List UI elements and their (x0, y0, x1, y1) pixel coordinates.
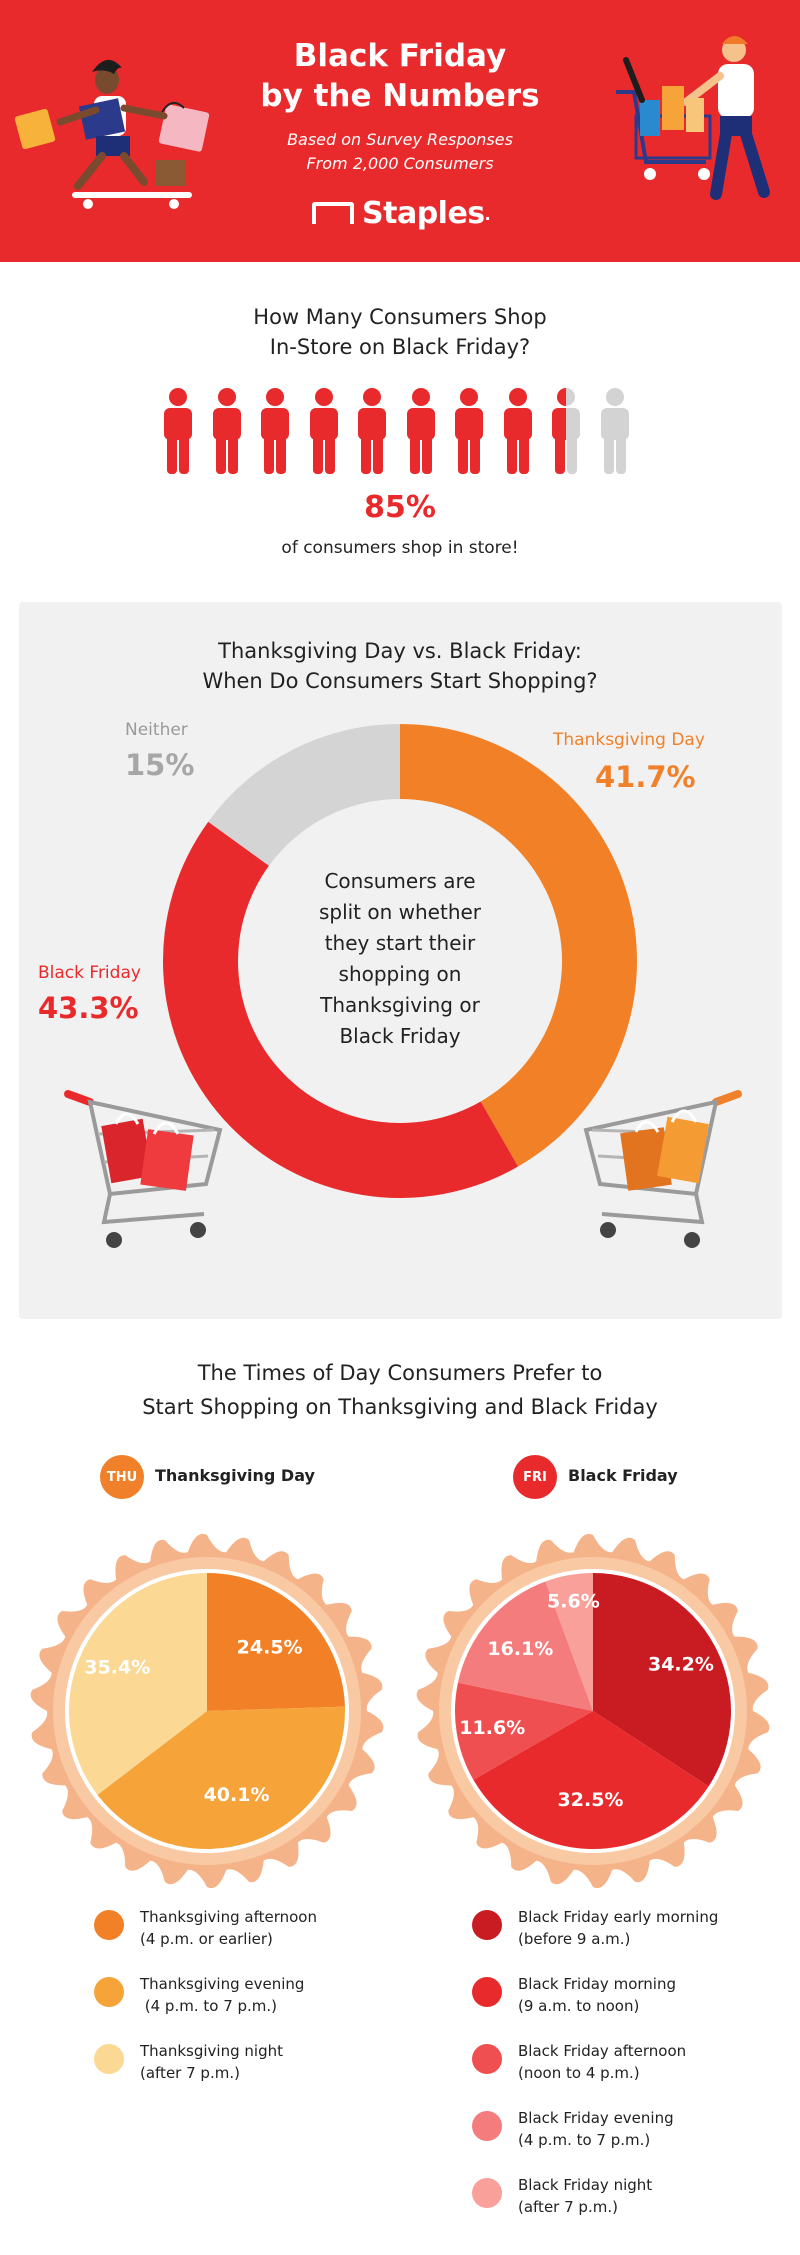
thu-slice-label: 40.1% (204, 1784, 270, 1806)
fri-slice (545, 1573, 593, 1711)
instore-percent: 85% (364, 490, 436, 525)
legend-swatch (472, 1977, 502, 2007)
instore-title-line2: In-Store on Black Friday? (269, 335, 531, 359)
fri-badge: FRI (513, 1455, 557, 1499)
label-thanksgiving-value: 41.7% (595, 760, 696, 794)
legend-label: Black Friday night (after 7 p.m.) (518, 2176, 653, 2216)
start-title-line2: When Do Consumers Start Shopping? (202, 669, 598, 693)
donut-center-line: shopping on (338, 962, 462, 986)
donut-slice-black-friday (163, 821, 519, 1198)
fri-label: Black Friday (568, 1466, 678, 1485)
brand-name: Staples (362, 195, 485, 231)
subtitle-line1: Based on Survey Responses (287, 130, 513, 149)
start-shopping-donut-chart (163, 724, 637, 1198)
legend-item: Black Friday morning (9 a.m. to noon) (472, 1973, 676, 2017)
donut-slice-neither (208, 724, 400, 866)
legend-swatch (472, 1910, 502, 1940)
fri-slice (473, 1711, 709, 1849)
thu-slice-label: 24.5% (237, 1636, 303, 1658)
thu-slice (207, 1573, 345, 1711)
donut-center-line: Black Friday (339, 1024, 461, 1048)
person-icon (406, 388, 435, 474)
person-icon (261, 388, 289, 474)
donut-center-line: they start their (324, 931, 476, 955)
donut-center-text: Consumers are split on whether they start … (300, 866, 500, 1052)
shopper-skateboard-illustration (14, 59, 210, 209)
label-black-friday-name: Black Friday (38, 963, 141, 983)
legend-label: Black Friday afternoon (noon to 4 p.m.) (518, 2042, 687, 2082)
black-friday-pie-chart: 34.2% 32.5% 11.6% 16.1% 5.6% (416, 1533, 770, 1889)
person-icon (358, 388, 386, 474)
start-title-line1: Thanksgiving Day vs. Black Friday: (218, 639, 582, 663)
donut-center-line: Consumers are (324, 869, 476, 893)
fri-slice (455, 1682, 593, 1780)
orange-shopping-cart-illustration (583, 1090, 742, 1248)
times-title-line2: Start Shopping on Thanksgiving and Black… (142, 1395, 658, 1419)
legend-item: Thanksgiving night (after 7 p.m.) (94, 2040, 283, 2084)
legend-item: Black Friday night (after 7 p.m.) (472, 2174, 652, 2218)
legend-swatch (94, 1977, 124, 2007)
legend-swatch (94, 2044, 124, 2074)
person-icon (164, 388, 192, 474)
legend-label: Thanksgiving night (after 7 p.m.) (140, 2042, 283, 2082)
legend-swatch (94, 1910, 124, 1940)
staples-logo-mark-icon (312, 202, 354, 224)
legend-label: Thanksgiving evening (4 p.m. to 7 p.m.) (140, 1975, 305, 2015)
legend-item: Black Friday early morning (before 9 a.m… (472, 1906, 718, 1950)
label-neither-value: 15% (125, 748, 195, 782)
fri-slice-label: 5.6% (547, 1591, 600, 1613)
person-icon (309, 388, 338, 474)
fri-slice-label: 32.5% (558, 1789, 624, 1811)
shopper-cart-illustration (616, 36, 770, 200)
donut-slice-thanksgiving (400, 724, 637, 1167)
person-icon (600, 388, 629, 474)
legend-swatch (472, 2111, 502, 2141)
thanksgiving-pie-chart: 24.5% 40.1% 35.4% (30, 1533, 384, 1889)
legend-item: Black Friday afternoon (noon to 4 p.m.) (472, 2040, 686, 2084)
fri-slice (593, 1573, 731, 1787)
people-chart (160, 388, 640, 474)
instore-title-line1: How Many Consumers Shop (253, 305, 547, 329)
fri-slice-label: 11.6% (459, 1717, 525, 1739)
legend-item: Black Friday evening (4 p.m. to 7 p.m.) (472, 2107, 674, 2151)
label-thanksgiving-name: Thanksgiving Day (553, 730, 705, 750)
thu-label: Thanksgiving Day (155, 1466, 315, 1485)
legend-swatch (472, 2044, 502, 2074)
legend-swatch (472, 2178, 502, 2208)
red-shopping-cart-illustration (64, 1090, 223, 1248)
donut-center-line: Thanksgiving or (320, 993, 480, 1017)
instore-caption: of consumers shop in store! (281, 538, 519, 558)
start-shopping-panel (19, 602, 782, 1319)
fri-slice-label: 34.2% (648, 1653, 714, 1675)
label-black-friday-value: 43.3% (38, 991, 139, 1025)
brand-suffix: . (484, 205, 491, 224)
staples-logo: Staples. (312, 195, 491, 231)
times-title-line1: The Times of Day Consumers Prefer to (197, 1361, 603, 1385)
donut-center-line: split on whether (318, 900, 482, 924)
person-icon (503, 388, 532, 474)
thu-slice (97, 1706, 346, 1849)
legend-item: Thanksgiving afternoon (4 p.m. or earlie… (94, 1906, 317, 1950)
page-title-line2: by the Numbers (260, 78, 540, 114)
person-icon (455, 388, 483, 474)
thu-slice-label: 35.4% (84, 1657, 150, 1679)
legend-item: Thanksgiving evening (4 p.m. to 7 p.m.) (94, 1973, 304, 2017)
fri-slice-label: 16.1% (487, 1638, 553, 1660)
person-icon (552, 388, 580, 474)
legend-label: Thanksgiving afternoon (4 p.m. or earlie… (140, 1908, 317, 1948)
thu-slice (69, 1573, 207, 1795)
fri-slice (457, 1581, 593, 1711)
legend-label: Black Friday early morning (before 9 a.m… (518, 1908, 719, 1948)
header-banner: Black Friday by the Numbers Based on Sur… (0, 0, 800, 262)
legend-label: Black Friday evening (4 p.m. to 7 p.m.) (518, 2109, 674, 2149)
legend-label: Black Friday morning (9 a.m. to noon) (518, 1975, 676, 2015)
thu-badge: THU (100, 1455, 144, 1499)
subtitle-line2: From 2,000 Consumers (306, 154, 494, 173)
label-neither-name: Neither (125, 720, 188, 740)
page-title-line1: Black Friday (293, 38, 507, 74)
person-icon (212, 388, 241, 474)
